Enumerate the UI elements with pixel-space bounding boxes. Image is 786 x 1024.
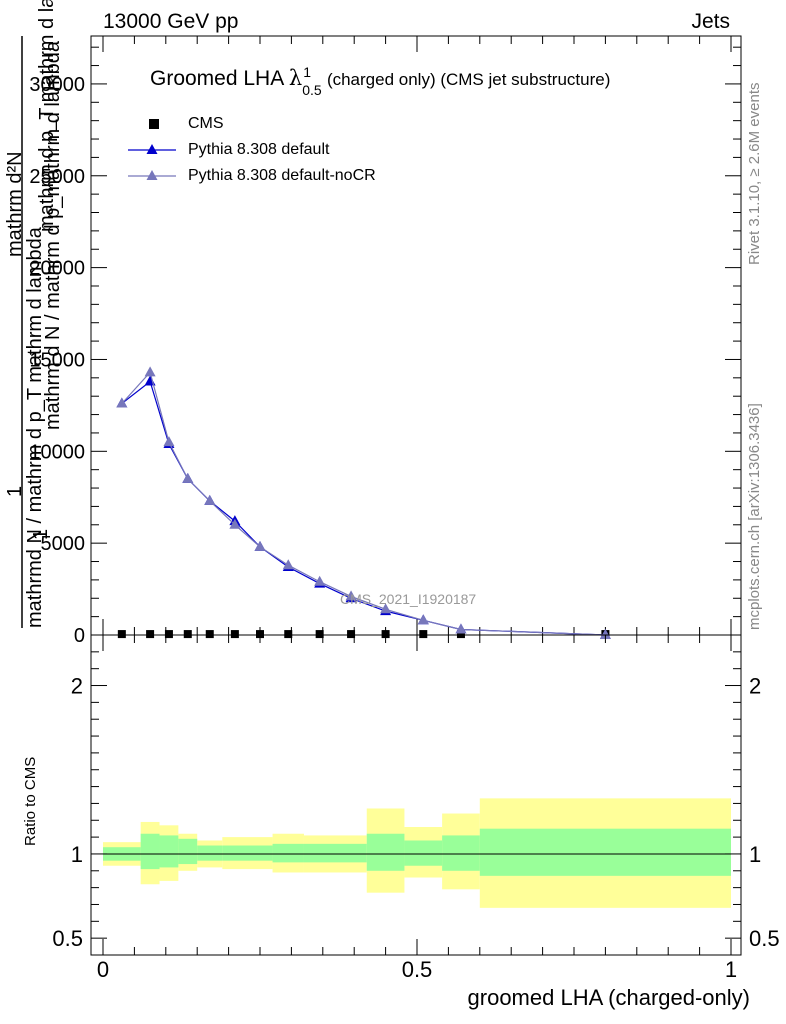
y-label-fraction-bar <box>21 36 23 628</box>
series-2-point <box>282 559 294 570</box>
main-y-tick-label: 5000 <box>41 533 86 555</box>
main-y-tick-label: 30000 <box>29 74 85 96</box>
legend-label-cms: CMS <box>188 115 224 132</box>
ratio-inner-band <box>442 835 480 871</box>
ratio-inner-band <box>366 833 405 871</box>
cms-data-point <box>347 630 356 639</box>
main-ticks: 0 5000 10000 15000 20000 25000 30000 <box>29 36 741 647</box>
cms-data-point <box>456 630 465 639</box>
header-left: 13000 GeV pp <box>103 10 239 33</box>
cms-data-point <box>284 630 293 639</box>
ratio-inner-band <box>197 845 223 861</box>
cms-data-point <box>164 630 173 639</box>
series-2-point <box>417 614 429 625</box>
series-2-point <box>345 590 357 601</box>
main-panel: 0 5000 10000 15000 20000 25000 30000 <box>29 35 742 647</box>
title-suffix: (charged only) (CMS jet substructure) <box>322 70 611 89</box>
series-2-point <box>163 436 175 447</box>
ratio-inner-band <box>272 843 304 863</box>
ratio-y-tick-label: 2 <box>71 674 83 699</box>
plot-title: Groomed LHA λ 1 0.5 (charged only) (CMS je… <box>150 64 611 98</box>
cms-data-point <box>381 630 390 639</box>
ratio-ticks: 0.5 0.5 1 1 2 2 0 0.5 1 <box>52 635 780 982</box>
ratio-panel: 0.5 0.5 1 1 2 2 0 0.5 1 <box>52 634 780 982</box>
main-series <box>116 366 611 639</box>
series-2-point <box>204 494 216 505</box>
title-superscript: 1 <box>303 64 312 80</box>
legend-marker-1 <box>146 144 158 154</box>
x-tick-label: 0.5 <box>402 957 433 982</box>
ratio-bands <box>103 798 731 908</box>
ratio-inner-band <box>479 828 731 876</box>
y-label-middle: mathrm d N / mathrm d p_mathrm d lambda <box>42 40 64 430</box>
main-y-tick-label: 20000 <box>29 258 85 280</box>
x-axis-label: groomed LHA (charged-only) <box>467 985 750 1010</box>
cms-data-point <box>146 630 155 639</box>
cms-data-point <box>183 630 192 639</box>
cms-data-point <box>315 630 324 639</box>
ratio-inner-band <box>222 845 273 861</box>
ratio-y-tick-label-right: 2 <box>749 674 761 699</box>
cms-data-point <box>205 630 214 639</box>
mcplots-credit-label: mcplots.cern.ch [arXiv:1306.3436] <box>746 403 763 630</box>
ratio-y-tick-label-right: 1 <box>749 842 761 867</box>
series-2-point <box>380 603 392 614</box>
rivet-version-label: Rivet 3.1.10, ≥ 2.6M events <box>746 82 763 266</box>
main-y-tick-label: 0 <box>74 625 85 647</box>
cms-data-point <box>419 630 428 639</box>
ratio-y-tick-label: 1 <box>71 842 83 867</box>
series-2-point <box>144 366 156 377</box>
main-y-tick-label: 25000 <box>29 166 85 188</box>
main-y-tick-label: 10000 <box>29 441 85 463</box>
cms-data-point <box>256 630 264 639</box>
ratio-y-tick-label-right: 0.5 <box>749 926 780 951</box>
ratio-y-label: Ratio to CMS <box>22 756 39 846</box>
cms-data-point <box>117 630 126 639</box>
legend-markers <box>128 119 176 180</box>
cms-data-point <box>230 630 239 639</box>
series-line-2 <box>121 371 606 636</box>
analysis-watermark: CMS_2021_I1920187 <box>340 591 477 607</box>
x-tick-label: 1 <box>725 957 737 982</box>
title-subscript: 0.5 <box>302 82 322 98</box>
legend-marker-2 <box>146 170 158 180</box>
series-2-point <box>314 575 326 586</box>
legend-label-pythia-nocr: Pythia 8.308 default-noCR <box>188 167 376 184</box>
legend-label-pythia-default: Pythia 8.308 default <box>188 141 330 158</box>
series-2-point <box>455 623 467 634</box>
legend-marker-cms <box>149 119 159 129</box>
ratio-inner-band <box>178 838 198 865</box>
ratio-inner-band <box>303 843 367 863</box>
series-2-point <box>116 397 128 408</box>
title-lambda: λ <box>288 66 303 90</box>
series-2-point <box>599 629 611 639</box>
main-y-tick-label: 15000 <box>29 349 85 371</box>
series-2-point <box>229 518 241 529</box>
series-2-point <box>182 472 194 483</box>
title-prefix: Groomed LHA <box>150 67 289 90</box>
ratio-frame <box>90 634 742 956</box>
ratio-inner-band <box>140 833 160 870</box>
header-right: Jets <box>691 10 730 33</box>
ratio-inner-band <box>404 840 443 866</box>
x-tick-label: 0 <box>97 957 109 982</box>
ratio-y-tick-label: 0.5 <box>52 926 83 951</box>
ratio-inner-band <box>159 835 179 868</box>
series-2-point <box>254 540 266 551</box>
